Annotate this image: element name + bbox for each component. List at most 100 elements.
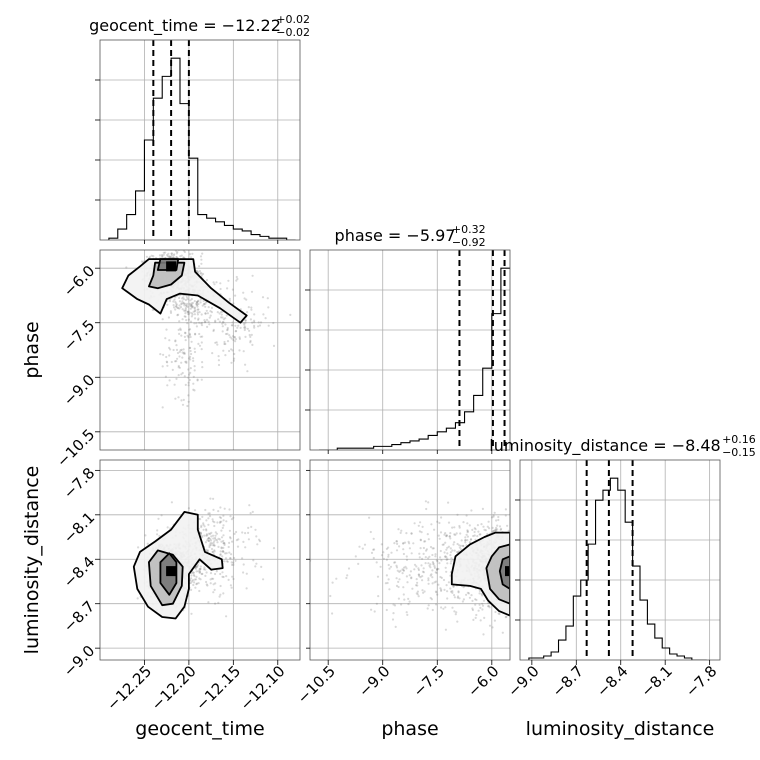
sample-point (437, 583, 440, 586)
sample-point (514, 566, 516, 568)
sample-point (516, 541, 518, 543)
sample-point (220, 520, 223, 523)
sample-point (177, 364, 180, 368)
sample-point (219, 584, 222, 588)
y-tick-label: −8.4 (60, 553, 98, 591)
sample-point (199, 301, 202, 304)
x-axis-label-geocent_time: geocent_time (135, 718, 264, 740)
sample-point (464, 541, 467, 544)
sample-point (262, 313, 265, 316)
sample-point (185, 304, 188, 307)
sample-point (181, 351, 184, 354)
sample-point (195, 575, 198, 579)
sample-point (166, 364, 169, 367)
sample-point (452, 585, 455, 588)
sample-point (196, 303, 199, 306)
sample-point (210, 311, 213, 314)
sample-point (451, 590, 454, 593)
sample-point (202, 523, 205, 526)
sample-point (164, 337, 167, 340)
sample-point (491, 626, 494, 629)
sample-point (204, 574, 207, 578)
sample-point (181, 297, 184, 300)
sample-point (193, 322, 196, 325)
sample-point (223, 542, 226, 545)
sample-point (425, 507, 428, 511)
sample-point (206, 550, 209, 553)
sample-point (440, 559, 443, 562)
sample-point (512, 566, 514, 568)
sample-point (402, 552, 405, 556)
sample-point (417, 573, 421, 576)
sample-point (195, 322, 198, 325)
sample-point (514, 535, 516, 537)
sample-point (390, 551, 393, 554)
sample-point (436, 593, 439, 596)
sample-point (174, 339, 177, 342)
sample-point (171, 368, 174, 371)
sample-point (478, 533, 481, 536)
sample-point (205, 534, 208, 537)
sample-point (421, 570, 425, 573)
title-phase: phase = −5.97+0.32−0.92 (335, 223, 486, 249)
sample-point (211, 550, 214, 553)
sample-point (181, 371, 184, 375)
sample-point (474, 603, 477, 606)
sample-point (510, 555, 512, 557)
sample-point (169, 348, 172, 351)
sample-point (377, 595, 380, 598)
y-axis-label-phase: phase (21, 321, 43, 378)
sample-point (512, 543, 514, 545)
sample-point (516, 570, 518, 572)
sample-point (477, 609, 480, 612)
sample-point (511, 598, 513, 600)
sample-point (209, 572, 213, 575)
sample-point (212, 497, 215, 500)
sample-point (453, 594, 456, 597)
sample-point (450, 590, 453, 593)
sample-point (516, 575, 518, 577)
sample-point (510, 555, 512, 557)
sample-point (272, 344, 276, 347)
sample-point (212, 328, 215, 331)
sample-point (125, 266, 128, 269)
sample-point (372, 537, 375, 540)
panel-frame (99, 459, 301, 661)
sample-point (161, 318, 164, 321)
sample-point (192, 571, 195, 574)
sample-point (354, 555, 357, 558)
sample-point (464, 539, 467, 542)
sample-point (182, 250, 185, 252)
sample-point (191, 306, 194, 309)
sample-point (459, 532, 462, 535)
sample-point (224, 557, 228, 560)
sample-point (182, 398, 185, 401)
sample-point (246, 311, 249, 314)
sample-point (514, 581, 516, 583)
sample-point (183, 250, 186, 254)
sample-point (205, 583, 208, 586)
sample-point (145, 255, 148, 258)
sample-point (222, 524, 225, 527)
sample-point (191, 313, 194, 316)
sample-point (220, 313, 223, 316)
sample-point (440, 588, 443, 591)
sample-point (434, 553, 437, 556)
sample-point (438, 537, 441, 540)
sample-point (514, 581, 516, 583)
sample-point (492, 515, 495, 518)
sample-point (159, 353, 162, 356)
sample-point (231, 349, 234, 352)
sample-point (410, 577, 413, 580)
sample-point (513, 561, 515, 563)
sample-point (187, 400, 190, 403)
sample-point (200, 378, 203, 381)
sample-point (193, 578, 196, 581)
sample-point (193, 365, 196, 368)
sample-point (347, 567, 351, 570)
sample-point (395, 584, 399, 588)
sample-point (407, 597, 410, 601)
sample-point (201, 361, 204, 364)
sample-point (478, 592, 481, 595)
sample-point (372, 548, 375, 551)
